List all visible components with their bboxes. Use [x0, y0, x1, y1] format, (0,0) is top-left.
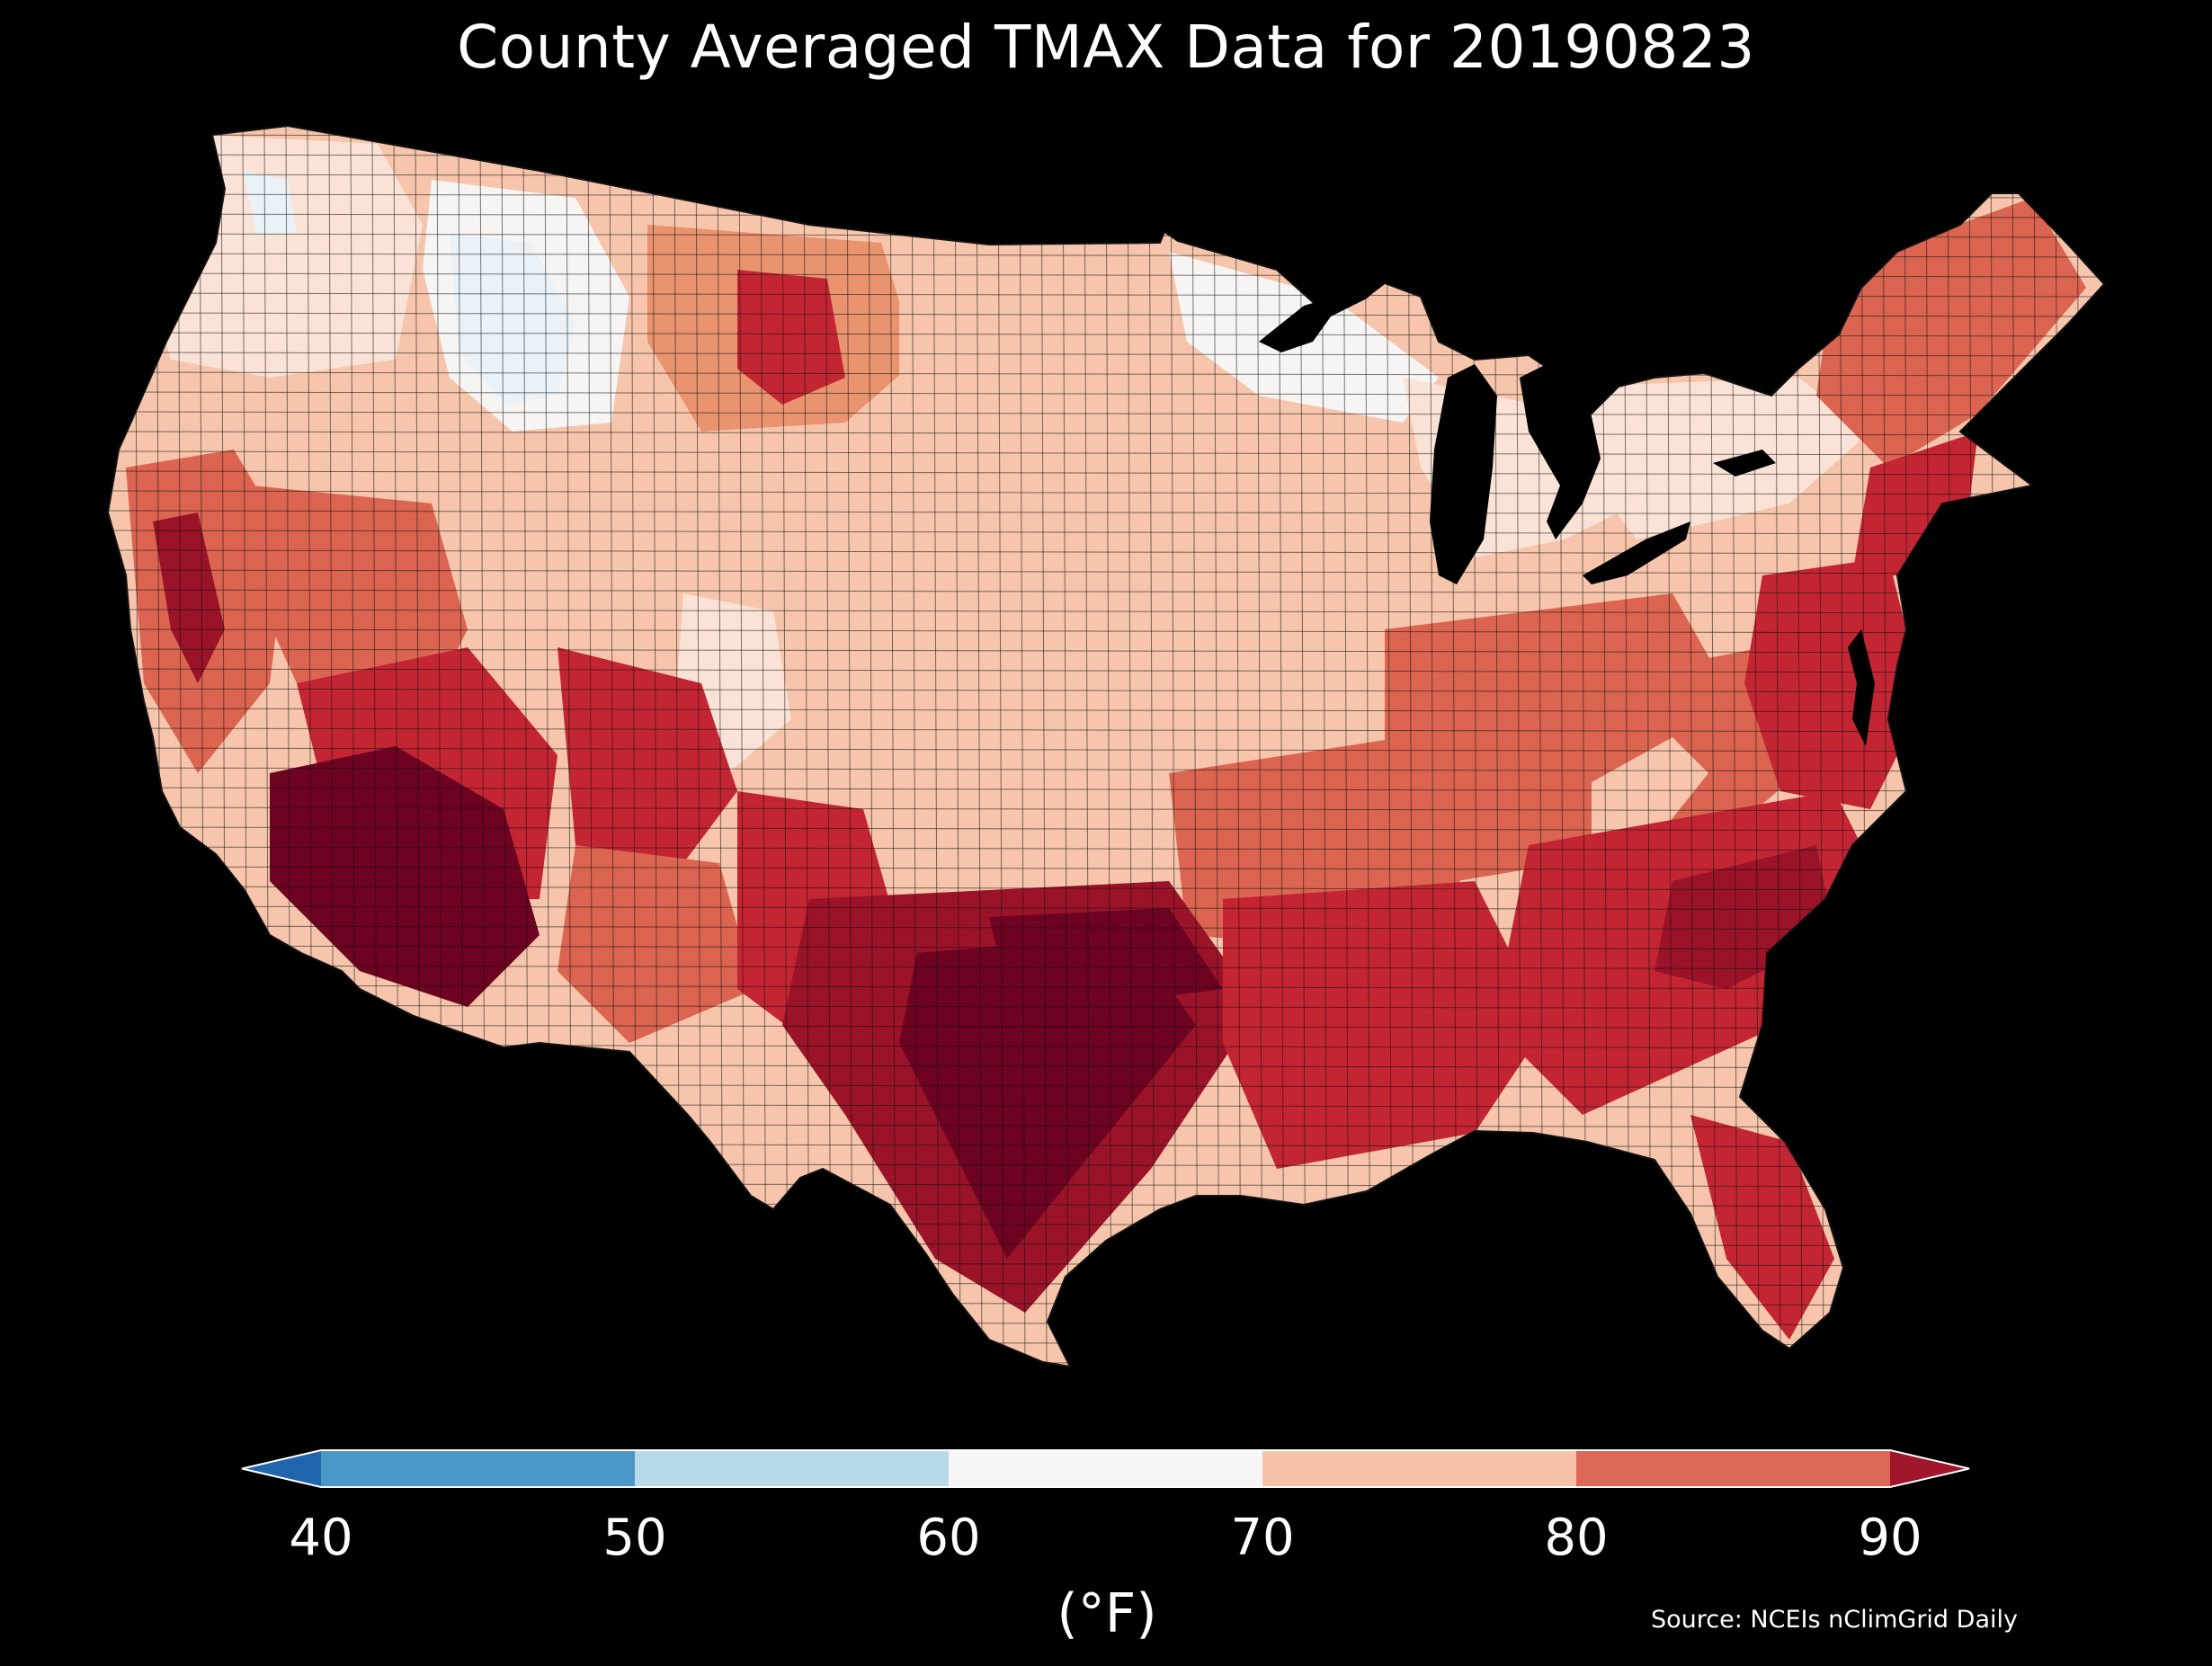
- region-pacific-nw: [153, 135, 423, 378]
- colorbar-bin-70-80: [1262, 1450, 1576, 1487]
- region-nyc-coast: [1852, 432, 1978, 575]
- region-central-valley: [153, 512, 225, 683]
- colorbar-bin-50-60: [635, 1450, 949, 1487]
- colorbar-tick-60: 60: [916, 1509, 981, 1567]
- chesapeake-bay: [1848, 629, 1875, 746]
- lake-ontario: [1713, 450, 1776, 477]
- colorbar-tick-90: 90: [1858, 1509, 1922, 1567]
- colorbar-extend-high: [1890, 1450, 1969, 1487]
- region-north-plains: [899, 243, 1241, 539]
- region-new-england: [1816, 198, 2086, 468]
- region-oklahoma-core: [989, 908, 1223, 1007]
- lake-huron: [1520, 360, 1601, 539]
- colorbar-tick-50: 50: [602, 1509, 667, 1567]
- lake-erie: [1583, 521, 1690, 584]
- region-black-hills: [737, 270, 845, 405]
- region-colorado-plateau: [557, 647, 737, 863]
- colorbar-tick-70: 70: [1230, 1509, 1295, 1567]
- colorbar-frame: [241, 1449, 1970, 1488]
- region-texas-core: [899, 935, 1196, 1259]
- colorbar-extend-low: [242, 1450, 321, 1487]
- region-great-lakes-east: [1583, 378, 1870, 539]
- region-desert-southwest: [270, 746, 540, 1007]
- region-mid-atlantic: [1744, 557, 1924, 809]
- source-credit: Source: NCEIs nClimGrid Daily: [1651, 1606, 2018, 1634]
- lake-superior: [1259, 279, 1389, 352]
- colorbar-bin-40-50: [321, 1450, 635, 1487]
- region-central-plains: [881, 503, 1403, 827]
- colorbar-bin-80-90: [1576, 1450, 1890, 1487]
- colorbar-unit-label: (°F): [1057, 1582, 1157, 1645]
- colorbar-tick-80: 80: [1544, 1509, 1609, 1567]
- map-title: County Averaged TMAX Data for 20190823: [457, 13, 1755, 82]
- colorbar-tick-40: 40: [289, 1509, 353, 1567]
- colorbar-bin-60-70: [949, 1450, 1262, 1487]
- region-wa-cool: [243, 171, 297, 234]
- region-florida: [1690, 1115, 1834, 1340]
- colorbar: [241, 1449, 1970, 1488]
- lake-michigan: [1430, 364, 1497, 584]
